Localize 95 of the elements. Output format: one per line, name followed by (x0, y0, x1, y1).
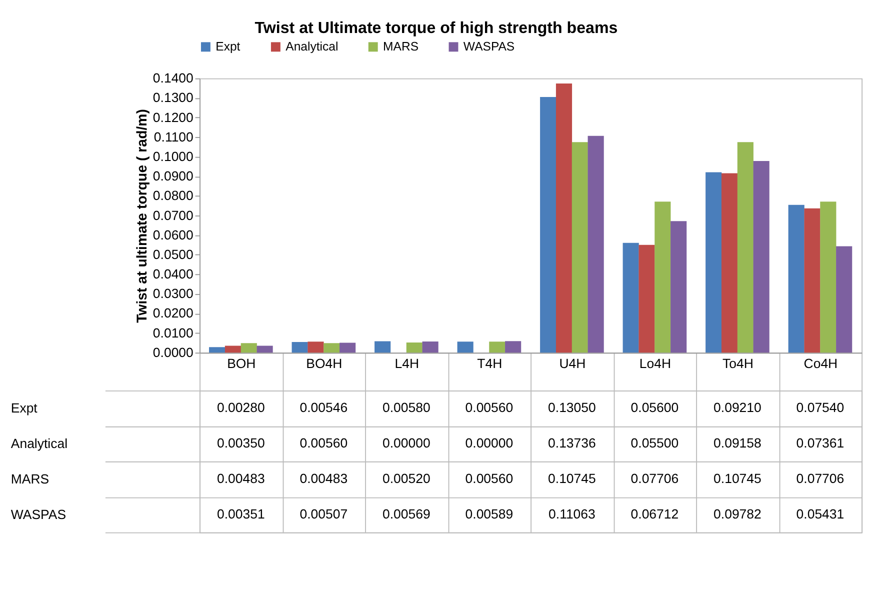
x-tick-label: L4H (394, 356, 420, 372)
y-tick-label: 0.1400 (152, 70, 194, 86)
bar (209, 347, 226, 353)
y-tick-label: 0.0600 (152, 227, 194, 242)
bar (374, 341, 391, 353)
y-tick-label: 0.1200 (152, 110, 194, 125)
bar (670, 221, 687, 353)
text: Analytical (10, 436, 68, 451)
y-tick-label: 0.0800 (152, 188, 194, 204)
legend-label: Analytical (286, 40, 338, 54)
legend-label: MARS (383, 40, 419, 54)
data-label: 0.05431 (796, 506, 844, 522)
y-tick-label: 0.0500 (152, 246, 194, 262)
x-tick-label: U4H (559, 356, 586, 372)
data-label: 0.00546 (300, 400, 348, 415)
bar (240, 343, 257, 353)
data-label: 0.11063 (548, 506, 596, 522)
y-tick-label: 0.1300 (152, 90, 194, 106)
data-label: 0.00507 (300, 506, 348, 522)
data-label: 0.00560 (300, 435, 348, 450)
bar (340, 342, 356, 353)
x-tick-label: BOH (227, 356, 256, 372)
x-tick-label: T4H (477, 356, 502, 372)
bar (540, 96, 556, 353)
y-tick-label: 0.0900 (152, 168, 194, 184)
bar (753, 160, 770, 353)
y-tick-label: 0.1000 (152, 148, 194, 164)
data-label: 0.06712 (630, 506, 679, 522)
bar (706, 172, 722, 353)
data-label: 0.00483 (300, 470, 348, 486)
chart-title: Twist at Ultimate torque of high strength beams (254, 18, 618, 37)
data-label: 0.05500 (630, 435, 679, 450)
bar (292, 342, 308, 353)
text: Expt (10, 400, 38, 416)
y-tick-label: 0.1100 (154, 129, 194, 144)
bar (572, 142, 588, 353)
x-tick-label: Co4H (804, 356, 838, 372)
data-label: 0.10745 (548, 470, 596, 486)
data-label: 0.10745 (714, 470, 762, 486)
y-axis-title: Twist at ultimate torque ( rad/m) (134, 108, 150, 323)
legend-label: WASPAS (463, 40, 515, 54)
bar (737, 142, 754, 353)
y-tick-label: 0.0000 (152, 344, 194, 360)
bar (556, 84, 572, 353)
data-label: 0.00520 (382, 470, 430, 486)
bar (588, 136, 604, 353)
bar (654, 202, 671, 353)
data-label: 0.07706 (630, 470, 679, 486)
bar (622, 242, 639, 353)
data-label: 0.00560 (465, 470, 514, 486)
x-tick-label: To4H (722, 356, 754, 372)
data-label: 0.13736 (548, 435, 596, 450)
bar (489, 342, 506, 353)
data-label: 0.00580 (382, 400, 430, 415)
data-label: 0.09210 (714, 400, 762, 415)
y-tick-label: 0.0300 (152, 286, 194, 302)
bar (406, 342, 422, 353)
y-tick-label: 0.0100 (152, 325, 194, 340)
bar (324, 343, 340, 353)
data-label: 0.00569 (382, 506, 430, 522)
bar (308, 342, 324, 353)
data-label: 0.00000 (382, 435, 430, 450)
data-label: 0.00589 (465, 506, 514, 522)
bar (457, 342, 474, 353)
bar (804, 208, 820, 353)
x-tick-label: Lo4H (639, 356, 672, 372)
data-label: 0.09782 (714, 506, 762, 522)
bar (820, 202, 836, 353)
data-label: 0.00280 (217, 400, 265, 415)
bar (638, 244, 655, 353)
bar (224, 346, 242, 353)
data-label: 0.13050 (548, 400, 596, 415)
data-label: 0.00000 (465, 435, 514, 450)
data-label: 0.07706 (796, 470, 844, 486)
bar (422, 341, 438, 353)
y-tick-label: 0.0200 (152, 306, 194, 321)
data-label: 0.00351 (217, 506, 265, 522)
data-label: 0.00560 (465, 400, 514, 415)
data-label: 0.07540 (796, 400, 844, 415)
data-label: 0.07361 (796, 435, 844, 450)
text: WASPAS (10, 506, 66, 522)
bar (836, 246, 852, 353)
data-label: 0.09158 (714, 435, 762, 450)
text: MARS (10, 471, 50, 486)
x-tick-label: BO4H (306, 356, 342, 372)
y-tick-label: 0.0700 (152, 208, 194, 223)
bar (721, 173, 738, 353)
y-tick-label: 0.0400 (152, 266, 194, 282)
bar (788, 204, 804, 353)
data-label: 0.00350 (217, 435, 265, 450)
data-label: 0.05600 (630, 400, 679, 415)
legend-label: Expt (216, 40, 241, 54)
data-label: 0.00483 (217, 470, 265, 486)
bar (256, 346, 273, 353)
bar (505, 341, 522, 353)
